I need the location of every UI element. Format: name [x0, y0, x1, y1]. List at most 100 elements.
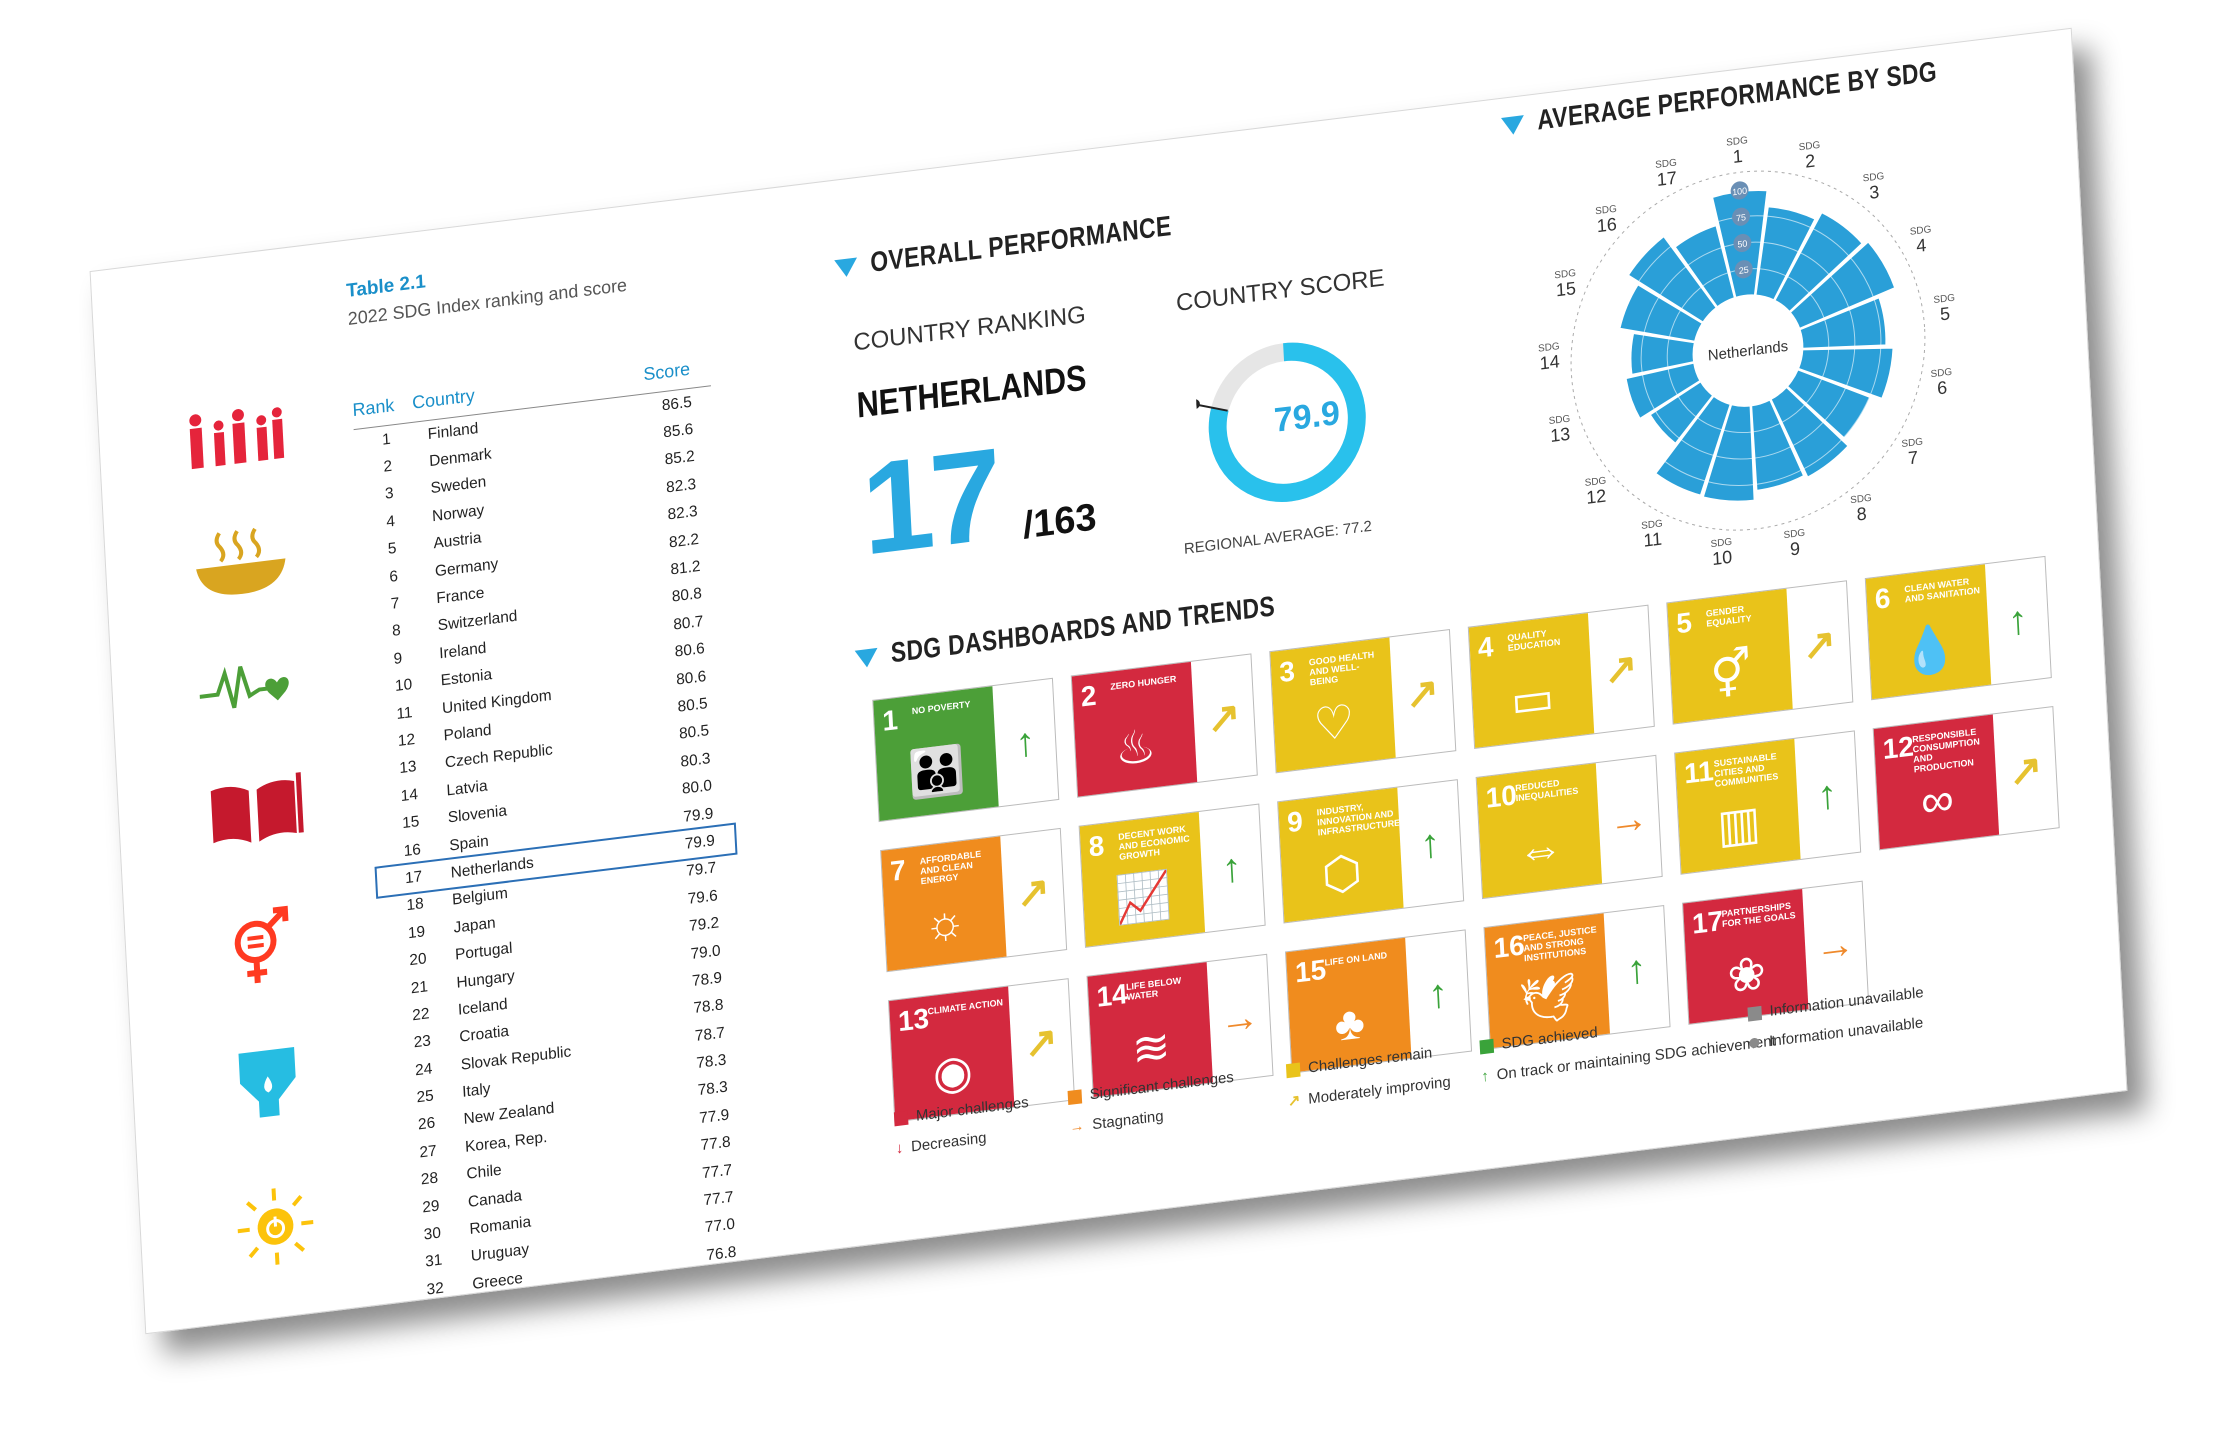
sdg-goal-icon: ♡: [1312, 694, 1356, 752]
cell-rank: 26: [417, 1114, 436, 1134]
sdg-tile-name: No Poverty: [911, 698, 971, 717]
cell-rank: 7: [390, 594, 400, 613]
cell-rank: 6: [388, 567, 399, 586]
sdg-tile-number: 2: [1080, 679, 1098, 713]
sdg-tile-square: 6 Clean Water and Sanitation 💧: [1865, 564, 1992, 700]
sdg-axis-prefix: SDG: [1641, 518, 1663, 532]
sdg-tile-number: 4: [1477, 630, 1495, 664]
sdg-tile-name: Gender Equality: [1705, 604, 1752, 629]
sdg-goal-icon: ☼: [922, 893, 968, 951]
trend-arrow-icon: ↑: [2006, 596, 2029, 644]
cell-rank: 1: [381, 430, 392, 449]
sdg-tile-name: Good Health and Well-Being: [1308, 649, 1375, 688]
sdg-axis-prefix: SDG: [1548, 413, 1570, 427]
sdg-goal-icon: ♣: [1333, 995, 1367, 1052]
legend-stagnating: → Stagnating: [1069, 1108, 1164, 1137]
rank-total: /163: [1021, 496, 1098, 548]
cell-rank: 19: [407, 922, 426, 942]
cell-rank: 23: [413, 1032, 432, 1052]
cell-rank: 29: [421, 1197, 440, 1217]
cell-score: 76.8: [705, 1243, 737, 1265]
cell-rank: 33: [427, 1306, 446, 1326]
cell-rank: 20: [408, 950, 427, 970]
sdg-tile-number: 15: [1294, 953, 1327, 989]
trend-arrow-icon: →: [1814, 920, 1857, 970]
report-page: Table 2.1 2022 SDG Index ranking and sco…: [89, 27, 2128, 1335]
sdg-axis-label: 13: [1550, 424, 1571, 446]
sdg-tile-name: Partnerships for the Goals: [1721, 900, 1796, 930]
sdg-tile-12: 12 Responsible Consumption and Production…: [1872, 706, 2060, 851]
sdg-tile-square: 4 Quality Education ▭: [1468, 613, 1595, 748]
sdg-goal-icon: ⇔: [1516, 819, 1565, 878]
sdg-tile-number: 13: [897, 1002, 930, 1038]
ranking-table: Table 2.1 2022 SDG Index ranking and sco…: [346, 237, 759, 1334]
sdg-tile-name: Affordable and Clean Energy: [919, 848, 982, 887]
trend-arrow-icon: ↑: [1426, 970, 1450, 1017]
sdg-tile-number: 17: [1691, 904, 1724, 940]
trend-arrow-icon: ↑: [1625, 946, 1648, 993]
sdg-tile-square: 5 Gender Equality ⚥: [1667, 588, 1793, 724]
sdg-tile-square: 7 Affordable and Clean Energy ☼: [881, 836, 1007, 972]
cell-rank: 32: [426, 1279, 445, 1299]
sdg-tile-number: 16: [1492, 929, 1526, 965]
green-swatch-icon: [1479, 1038, 1495, 1055]
sdg-axis-label: 12: [1586, 486, 1607, 508]
up-arrow-icon: ↑: [1480, 1067, 1490, 1086]
sdg-axis-prefix: SDG: [1850, 493, 1872, 507]
country-score-label: COUNTRY SCORE: [1175, 264, 1386, 317]
sdg-goal-icon: 💧: [1899, 620, 1960, 680]
legend-moderate: ↗ Moderately improving: [1287, 1072, 1451, 1110]
cell-rank: 4: [385, 512, 396, 531]
trend-arrow-icon: ↗: [1015, 868, 1051, 917]
triangle-marker-icon: [854, 647, 879, 669]
ring-label-badge: [1730, 181, 1749, 200]
cell-rank: 12: [397, 730, 416, 751]
sdg-tile-number: 10: [1484, 779, 1518, 814]
sdg-tile-square: 9 Industry, Innovation and Infrastructure…: [1278, 787, 1404, 923]
sdg-axis-label: 7: [1908, 447, 1919, 468]
sdg-goal-icon: 🕊: [1517, 969, 1579, 1029]
overall-performance-heading: OVERALL PERFORMANCE: [834, 210, 1173, 283]
sdg-goal-icon: ♨: [1113, 718, 1158, 776]
trend-arrow-icon: ↑: [1014, 718, 1037, 766]
legend-decreasing-label: Decreasing: [910, 1129, 987, 1156]
ring-label: 25: [1739, 265, 1749, 276]
sdg-tile-number: 9: [1286, 805, 1304, 839]
sdg-tile-5: 5 Gender Equality ⚥ ↗: [1666, 580, 1854, 725]
radial-outer-ring: [1570, 170, 1926, 531]
right-arrow-icon: →: [1069, 1117, 1085, 1137]
sdg-axis-prefix: SDG: [1901, 436, 1923, 450]
sdg-tile-3: 3 Good Health and Well-Being ♡ ↗: [1269, 629, 1457, 774]
cell-rank: 16: [403, 840, 422, 860]
trend-arrow-icon: ↑: [1220, 844, 1243, 892]
sdg-tile-name: Life Below Water: [1125, 975, 1182, 1003]
sdg-axis-prefix: SDG: [1862, 171, 1884, 185]
score-donut: [1193, 342, 1366, 502]
sdg-goal-icon: 👪: [907, 742, 967, 802]
sdg-axis-prefix: SDG: [1595, 204, 1617, 218]
no-poverty-family-icon: [189, 407, 285, 470]
sdg-axis-prefix: SDG: [1798, 140, 1820, 154]
cell-rank: 25: [416, 1087, 435, 1107]
sdg-tile-2: 2 Zero Hunger ♨ ↗: [1070, 653, 1258, 798]
sdg-goal-icon: 📈: [1113, 867, 1174, 927]
grey-dot-icon: [1749, 1037, 1760, 1049]
cell-score: 76.8: [707, 1270, 739, 1292]
table-body: 1 Finland 86.5 2 Denmark 85.6 3 Sweden 85.2 4 Norw…: [354, 386, 759, 1334]
sdg-tile-number: 12: [1881, 730, 1915, 766]
sdg-axis-prefix: SDG: [1933, 293, 1955, 307]
sdg-axis-label: 15: [1555, 278, 1576, 300]
triangle-marker-icon: [834, 257, 858, 278]
sdg-tile-name: Quality Education: [1507, 628, 1561, 654]
sdg-tile-name: Peace, Justice and Strong Institutions: [1522, 924, 1597, 964]
sdg-axis-label: 2: [1805, 151, 1816, 172]
sdg-goal-icon: ▭: [1509, 669, 1556, 728]
sdg-icon-column: [168, 398, 345, 1334]
red-swatch-icon: [893, 1110, 909, 1127]
ring-label-badge: [1733, 233, 1752, 253]
sdg-axis-prefix: SDG: [1726, 135, 1748, 149]
ring-label: 50: [1737, 238, 1747, 249]
rank-header: Rank: [352, 394, 395, 421]
cell-rank: 2: [383, 457, 393, 476]
sdg-tile-number: 5: [1675, 606, 1693, 640]
